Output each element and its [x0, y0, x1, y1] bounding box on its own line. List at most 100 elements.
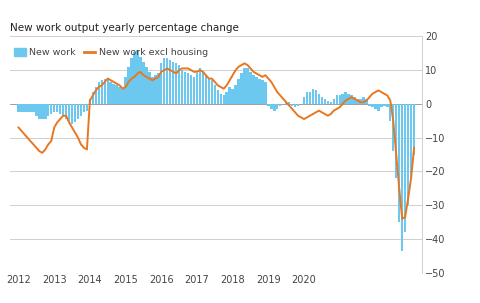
Bar: [377, 104, 380, 111]
Bar: [413, 104, 415, 155]
Bar: [47, 104, 49, 116]
Bar: [353, 97, 356, 104]
Bar: [160, 63, 163, 104]
Bar: [219, 94, 222, 104]
Bar: [341, 94, 344, 104]
Bar: [255, 77, 258, 104]
Bar: [139, 57, 142, 104]
Bar: [246, 68, 249, 104]
Bar: [29, 104, 32, 112]
Bar: [386, 104, 388, 107]
Bar: [273, 104, 276, 111]
Bar: [175, 63, 178, 104]
Bar: [41, 104, 44, 119]
Bar: [231, 89, 234, 104]
Bar: [326, 101, 329, 104]
Bar: [208, 78, 210, 104]
Bar: [333, 99, 335, 104]
Bar: [252, 75, 255, 104]
Bar: [238, 78, 240, 104]
Bar: [74, 104, 76, 122]
Bar: [360, 99, 362, 104]
Bar: [380, 104, 383, 107]
Bar: [145, 67, 148, 104]
Bar: [44, 104, 47, 119]
Bar: [216, 90, 219, 104]
Bar: [35, 104, 37, 116]
Bar: [276, 104, 278, 109]
Bar: [154, 75, 156, 104]
Bar: [166, 58, 168, 104]
Bar: [109, 82, 112, 104]
Bar: [336, 95, 338, 104]
Bar: [249, 72, 252, 104]
Bar: [65, 104, 67, 119]
Bar: [285, 102, 288, 104]
Text: New work output yearly percentage change: New work output yearly percentage change: [10, 23, 239, 33]
Bar: [184, 72, 186, 104]
Bar: [124, 77, 127, 104]
Bar: [130, 58, 133, 104]
Bar: [288, 102, 290, 104]
Bar: [20, 104, 23, 112]
Bar: [303, 97, 305, 104]
Bar: [202, 72, 204, 104]
Bar: [187, 74, 189, 104]
Bar: [389, 104, 392, 121]
Bar: [181, 70, 183, 104]
Bar: [395, 104, 397, 178]
Bar: [80, 104, 82, 116]
Bar: [350, 95, 353, 104]
Bar: [226, 92, 228, 104]
Bar: [318, 94, 320, 104]
Bar: [95, 87, 97, 104]
Bar: [77, 104, 79, 119]
Bar: [23, 104, 26, 112]
Bar: [279, 104, 281, 105]
Bar: [294, 104, 296, 107]
Bar: [148, 72, 151, 104]
Bar: [17, 104, 20, 112]
Bar: [321, 97, 323, 104]
Bar: [267, 104, 270, 105]
Bar: [345, 92, 347, 104]
Bar: [374, 104, 377, 109]
Bar: [214, 85, 216, 104]
Bar: [338, 95, 341, 104]
Bar: [178, 65, 180, 104]
Bar: [410, 104, 412, 178]
Bar: [56, 104, 59, 112]
Bar: [309, 92, 311, 104]
Bar: [223, 95, 225, 104]
Bar: [228, 87, 231, 104]
Bar: [407, 104, 409, 205]
Bar: [97, 82, 100, 104]
Bar: [398, 104, 400, 222]
Bar: [297, 104, 300, 105]
Bar: [392, 104, 395, 151]
Bar: [172, 62, 174, 104]
Bar: [190, 75, 192, 104]
Bar: [151, 77, 154, 104]
Bar: [89, 99, 91, 104]
Bar: [119, 87, 121, 104]
Bar: [83, 104, 85, 112]
Bar: [92, 92, 94, 104]
Bar: [356, 99, 359, 104]
Bar: [112, 84, 115, 104]
Bar: [193, 77, 195, 104]
Bar: [371, 104, 373, 107]
Bar: [324, 99, 326, 104]
Bar: [121, 89, 124, 104]
Bar: [270, 104, 273, 109]
Bar: [62, 104, 64, 116]
Bar: [258, 78, 261, 104]
Bar: [306, 92, 308, 104]
Bar: [240, 74, 243, 104]
Bar: [163, 58, 166, 104]
Bar: [348, 94, 350, 104]
Bar: [50, 104, 52, 114]
Bar: [264, 82, 266, 104]
Bar: [53, 104, 55, 112]
Bar: [68, 104, 70, 122]
